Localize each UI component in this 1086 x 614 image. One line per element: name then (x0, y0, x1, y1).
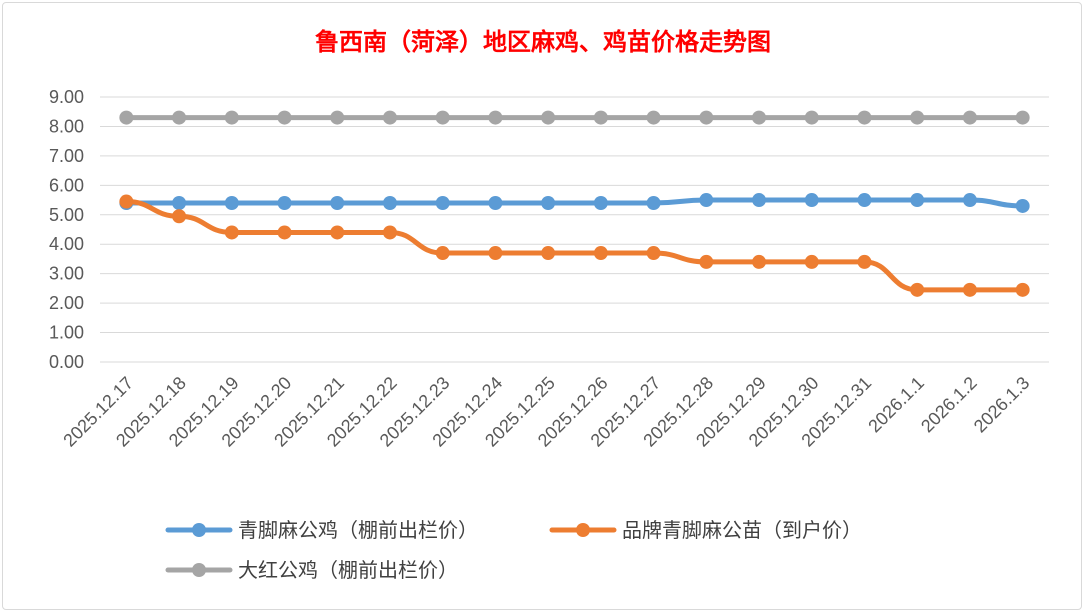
data-point (1015, 110, 1030, 125)
data-point (277, 196, 292, 210)
data-point (857, 110, 872, 125)
data-point (382, 196, 397, 210)
data-point (699, 110, 714, 125)
data-point (910, 282, 925, 297)
y-tick-label: 2.00 (49, 293, 84, 313)
data-point (593, 196, 608, 210)
y-tick-label: 4.00 (49, 234, 84, 254)
data-point (910, 193, 925, 208)
data-point (541, 246, 556, 261)
data-point (541, 196, 556, 210)
data-point (330, 196, 345, 210)
data-point (804, 110, 819, 125)
x-tick-label: 2026.1.3 (970, 373, 1034, 437)
legend-marker (192, 563, 206, 577)
data-point (541, 110, 556, 125)
y-tick-label: 3.00 (49, 264, 84, 284)
legend-label: 品牌青脚麻公苗（到户价） (622, 518, 862, 542)
data-point (699, 254, 714, 269)
data-point (172, 209, 187, 224)
x-tick-label: 2026.1.2 (917, 373, 981, 437)
data-point (752, 110, 767, 125)
data-point (277, 110, 292, 125)
series-line (123, 197, 1026, 209)
y-tick-label: 8.00 (49, 116, 84, 136)
data-point (382, 110, 397, 125)
data-point (330, 225, 345, 240)
data-point (699, 193, 714, 208)
legend-label: 大红公鸡（棚前出栏价） (238, 558, 458, 582)
series-line (123, 199, 1026, 293)
data-point (804, 193, 819, 208)
y-tick-label: 5.00 (49, 205, 84, 225)
legend-label: 青脚麻公鸡（棚前出栏价） (238, 518, 478, 542)
data-point (382, 225, 397, 240)
data-point (488, 110, 503, 125)
data-point (962, 193, 977, 208)
data-point (857, 193, 872, 208)
data-point (224, 110, 239, 125)
data-point (962, 110, 977, 125)
data-point (646, 110, 661, 125)
data-point (857, 254, 872, 269)
data-point (172, 110, 187, 125)
data-point (488, 196, 503, 210)
data-point (646, 196, 661, 210)
y-tick-label: 7.00 (49, 146, 84, 166)
data-point (646, 246, 661, 261)
data-point (752, 254, 767, 269)
x-tick-label: 2026.1.1 (864, 373, 928, 437)
data-point (593, 110, 608, 125)
data-point (435, 246, 450, 261)
data-point (962, 282, 977, 297)
y-tick-label: 9.00 (49, 87, 84, 107)
data-point (1015, 282, 1030, 297)
data-point (172, 196, 187, 210)
data-point (593, 246, 608, 261)
y-tick-label: 1.00 (49, 323, 84, 343)
data-point (752, 193, 767, 208)
data-point (224, 225, 239, 240)
data-point (277, 225, 292, 240)
data-point (804, 254, 819, 269)
y-tick-label: 6.00 (49, 175, 84, 195)
data-point (435, 110, 450, 125)
data-point (224, 196, 239, 210)
data-point (488, 246, 503, 261)
data-point (435, 196, 450, 210)
legend-marker (192, 523, 206, 537)
data-point (910, 110, 925, 125)
data-point (330, 110, 345, 125)
y-tick-label: 0.00 (49, 352, 84, 372)
data-point (119, 110, 134, 125)
data-point (1015, 198, 1030, 213)
data-point (119, 194, 134, 209)
legend-marker (576, 523, 590, 537)
chart-title: 鲁西南（菏泽）地区麻鸡、鸡苗价格走势图 (315, 27, 771, 56)
